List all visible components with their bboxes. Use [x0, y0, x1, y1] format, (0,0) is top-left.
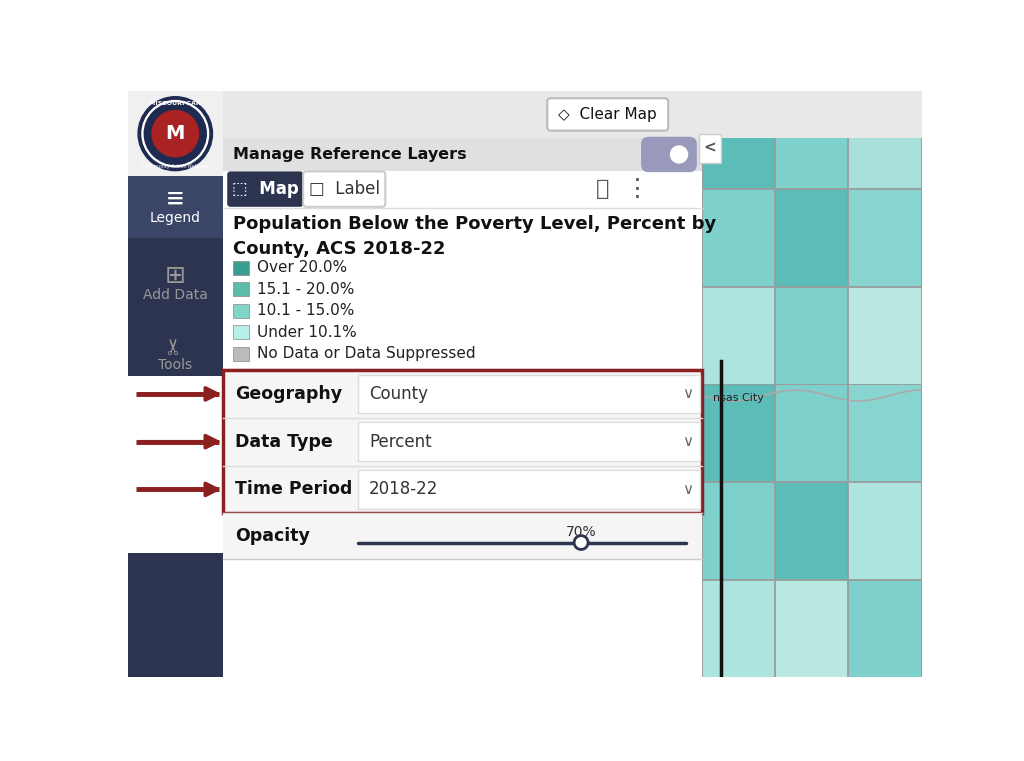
Text: Opacity: Opacity: [234, 527, 310, 546]
FancyBboxPatch shape: [222, 171, 701, 209]
FancyBboxPatch shape: [358, 422, 700, 461]
Text: Population Below the Poverty Level, Percent by
County, ACS 2018-22: Population Below the Poverty Level, Perc…: [233, 215, 717, 257]
Text: ⋮: ⋮: [625, 177, 649, 201]
FancyBboxPatch shape: [222, 370, 701, 513]
Text: MISSOURI CAN: MISSOURI CAN: [150, 100, 202, 106]
FancyBboxPatch shape: [701, 91, 922, 677]
Text: County: County: [369, 385, 428, 403]
FancyBboxPatch shape: [222, 138, 701, 171]
Circle shape: [152, 110, 199, 157]
Circle shape: [142, 100, 209, 167]
Text: No Data or Data Suppressed: No Data or Data Suppressed: [257, 346, 475, 361]
FancyBboxPatch shape: [848, 189, 921, 286]
Text: 2018-22: 2018-22: [369, 480, 438, 498]
FancyBboxPatch shape: [233, 282, 249, 296]
FancyBboxPatch shape: [227, 171, 303, 207]
Text: Time Period: Time Period: [234, 480, 352, 498]
FancyBboxPatch shape: [222, 91, 922, 138]
Circle shape: [574, 536, 588, 549]
FancyBboxPatch shape: [358, 470, 700, 508]
FancyBboxPatch shape: [848, 482, 921, 579]
FancyBboxPatch shape: [775, 189, 848, 286]
Text: M: M: [166, 124, 185, 143]
Text: Percent: Percent: [369, 433, 432, 451]
FancyBboxPatch shape: [128, 376, 222, 553]
FancyBboxPatch shape: [701, 482, 774, 579]
Circle shape: [138, 97, 212, 170]
FancyBboxPatch shape: [233, 326, 249, 339]
Text: 10.1 - 15.0%: 10.1 - 15.0%: [257, 304, 354, 318]
FancyBboxPatch shape: [775, 287, 848, 384]
FancyBboxPatch shape: [233, 304, 249, 317]
Text: Manage Reference Layers: Manage Reference Layers: [233, 147, 467, 162]
FancyBboxPatch shape: [775, 91, 848, 188]
Text: 15.1 - 20.0%: 15.1 - 20.0%: [257, 282, 354, 297]
FancyBboxPatch shape: [128, 91, 222, 176]
FancyBboxPatch shape: [233, 347, 249, 361]
Text: ∨: ∨: [682, 435, 693, 449]
FancyBboxPatch shape: [701, 580, 774, 677]
Text: ⬚  Map: ⬚ Map: [231, 180, 299, 198]
Text: ✂: ✂: [165, 336, 185, 355]
Circle shape: [671, 146, 687, 163]
Text: ∨: ∨: [682, 482, 693, 497]
FancyBboxPatch shape: [358, 374, 700, 413]
FancyBboxPatch shape: [233, 261, 249, 275]
Text: □  Label: □ Label: [308, 180, 380, 198]
FancyBboxPatch shape: [775, 384, 848, 481]
FancyBboxPatch shape: [699, 134, 721, 163]
FancyBboxPatch shape: [547, 98, 669, 131]
Text: Over 20.0%: Over 20.0%: [257, 260, 347, 275]
Text: ◇  Clear Map: ◇ Clear Map: [558, 107, 657, 122]
Circle shape: [144, 103, 206, 164]
Text: 70%: 70%: [566, 525, 596, 539]
FancyBboxPatch shape: [128, 176, 222, 237]
FancyBboxPatch shape: [848, 384, 921, 481]
Text: Add Data: Add Data: [142, 288, 208, 302]
Text: Community Action Network: Community Action Network: [141, 164, 209, 170]
Text: Legend: Legend: [150, 212, 201, 225]
FancyBboxPatch shape: [775, 482, 848, 579]
FancyBboxPatch shape: [848, 580, 921, 677]
FancyBboxPatch shape: [222, 91, 701, 677]
Text: Data Type: Data Type: [234, 433, 333, 451]
FancyBboxPatch shape: [848, 287, 921, 384]
Text: Tools: Tools: [159, 358, 193, 371]
FancyBboxPatch shape: [701, 287, 774, 384]
Text: <: <: [703, 141, 717, 156]
Text: ≡: ≡: [167, 185, 183, 213]
FancyBboxPatch shape: [701, 189, 774, 286]
Text: ⓘ: ⓘ: [596, 179, 609, 199]
FancyBboxPatch shape: [848, 91, 921, 188]
Text: ⊞: ⊞: [165, 264, 185, 288]
FancyBboxPatch shape: [701, 91, 774, 188]
FancyBboxPatch shape: [701, 384, 774, 481]
FancyBboxPatch shape: [641, 137, 697, 172]
Text: Geography: Geography: [234, 385, 342, 403]
FancyBboxPatch shape: [128, 91, 222, 677]
FancyBboxPatch shape: [775, 580, 848, 677]
Text: Under 10.1%: Under 10.1%: [257, 325, 356, 340]
Text: nsas City: nsas City: [713, 393, 764, 403]
FancyBboxPatch shape: [222, 513, 701, 559]
FancyBboxPatch shape: [303, 171, 385, 207]
Text: ∨: ∨: [682, 387, 693, 402]
